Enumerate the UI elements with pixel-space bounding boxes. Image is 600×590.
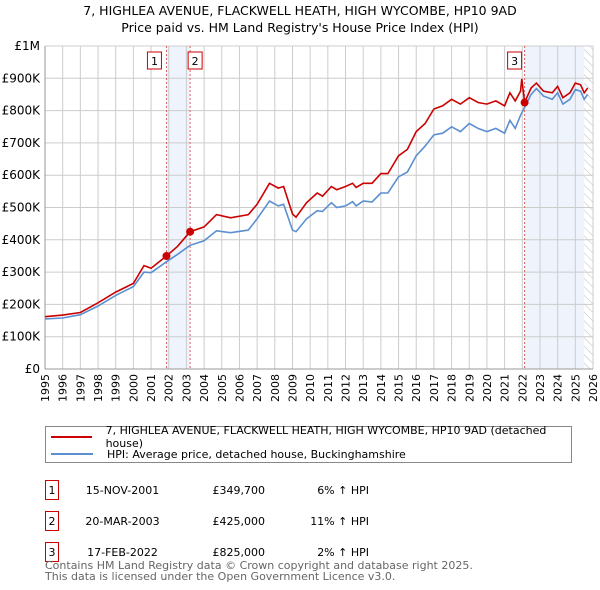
y-tick-label: £0 — [25, 362, 40, 376]
x-tick-label: 2018 — [446, 374, 459, 402]
x-tick-label: 2011 — [322, 374, 335, 402]
x-tick-label: 2004 — [198, 374, 211, 402]
y-tick-label: £400K — [2, 233, 42, 247]
sale-price: £425,000 — [212, 515, 266, 528]
legend-item-property: 7, HIGHLEA AVENUE, FLACKWELL HEATH, HIGH… — [46, 424, 571, 450]
sale-row: 3 17-FEB-2022 £825,000 2% ↑ HPI — [45, 542, 445, 564]
x-tick-label: 2019 — [463, 374, 476, 402]
chart-subtitle: Price paid vs. HM Land Registry's House … — [121, 20, 479, 35]
sale-hpi-diff: 11% ↑ HPI — [310, 515, 369, 528]
x-tick-label: 2024 — [552, 374, 565, 402]
sale-hpi-diff: 6% ↑ HPI — [317, 484, 369, 497]
x-tick-label: 2012 — [340, 374, 353, 402]
footer-licence: This data is licensed under the Open Gov… — [45, 570, 396, 583]
legend-swatch-red — [51, 436, 92, 438]
y-tick-label: £600K — [2, 168, 42, 182]
hpi-line — [44, 87, 589, 320]
legend: 7, HIGHLEA AVENUE, FLACKWELL HEATH, HIGH… — [45, 424, 572, 463]
x-tick-label: 1996 — [57, 374, 70, 402]
x-tick-label: 1997 — [74, 374, 87, 402]
y-tick-label: £900K — [2, 71, 42, 85]
sale-marker-box — [146, 51, 162, 70]
y-tick-label: £100K — [2, 330, 42, 344]
chart-title: 7, HIGHLEA AVENUE, FLACKWELL HEATH, HIGH… — [83, 3, 517, 18]
x-tick-label: 2006 — [233, 374, 246, 402]
x-tick-label: 2026 — [587, 374, 600, 402]
x-tick-label: 2023 — [534, 374, 547, 402]
footer: Contains HM Land Registry data © Crown c… — [45, 560, 473, 582]
x-tick-label: 2025 — [569, 374, 582, 402]
sale-hpi-diff: 2% ↑ HPI — [317, 546, 369, 559]
y-tick-label: £800K — [2, 104, 42, 118]
sale-marker-label: 2 — [192, 55, 199, 68]
sale-marker-label: 1 — [151, 55, 158, 68]
x-tick-label: 2022 — [516, 374, 529, 402]
x-tick-label: 2000 — [127, 374, 140, 402]
x-tick-label: 2009 — [286, 374, 299, 402]
x-tick-label: 2014 — [375, 374, 388, 402]
price-chart: 1995 1996 1997 1998 1999 2000 2001 2002 2003 2004… — [2, 39, 600, 402]
y-tick-label: £1M — [14, 39, 40, 53]
sale-marker-box — [187, 51, 203, 70]
y-tick-label: £200K — [2, 297, 42, 311]
sale-marker-box — [507, 51, 523, 70]
sale-number-badge: 3 — [45, 542, 59, 562]
footer-copyright: Contains HM Land Registry data © Crown c… — [45, 559, 473, 572]
sale-date: 17-FEB-2022 — [87, 546, 158, 559]
sale-price: £825,000 — [212, 546, 266, 559]
x-tick-label: 2015 — [393, 374, 406, 402]
x-tick-label: 2016 — [410, 374, 423, 402]
y-tick-label: £700K — [2, 136, 42, 150]
sale-marker-label: 3 — [511, 55, 518, 68]
x-tick-label: 2013 — [357, 374, 370, 402]
sale-date: 20-MAR-2003 — [85, 515, 160, 528]
x-tick-label: 2003 — [180, 374, 193, 402]
property-price-line — [44, 78, 589, 318]
sale-point — [520, 98, 529, 107]
sale-number-badge: 2 — [45, 511, 59, 531]
y-tick-label: £500K — [2, 201, 42, 215]
x-tick-label: 2008 — [269, 374, 282, 402]
x-tick-label: 2017 — [428, 374, 441, 402]
legend-item-hpi: HPI: Average price, detached house, Buck… — [46, 445, 406, 463]
sale-number-badge: 1 — [45, 480, 59, 500]
x-tick-label: 2010 — [304, 374, 317, 402]
y-tick-label: £300K — [2, 265, 42, 279]
sale-date: 15-NOV-2001 — [85, 484, 160, 497]
x-tick-label: 1998 — [92, 374, 105, 402]
sale-price: £349,700 — [212, 484, 266, 497]
x-tick-label: 1995 — [39, 374, 52, 402]
x-tick-label: 1999 — [110, 374, 123, 402]
legend-swatch-blue — [51, 453, 93, 455]
legend-label: HPI: Average price, detached house, Buck… — [107, 447, 406, 461]
legend-label: 7, HIGHLEA AVENUE, FLACKWELL HEATH, HIGH… — [105, 424, 547, 450]
sale-row: 2 20-MAR-2003 £425,000 11% ↑ HPI — [45, 511, 445, 533]
sale-point — [186, 227, 195, 236]
x-tick-label: 2005 — [216, 374, 229, 402]
x-tick-label: 2021 — [499, 374, 512, 402]
x-tick-label: 2002 — [163, 374, 176, 402]
x-tick-label: 2020 — [481, 374, 494, 402]
x-tick-label: 2007 — [251, 374, 264, 402]
x-tick-label: 2001 — [145, 374, 158, 402]
sale-row: 1 15-NOV-2001 £349,700 6% ↑ HPI — [45, 480, 445, 502]
sale-point — [162, 252, 171, 261]
